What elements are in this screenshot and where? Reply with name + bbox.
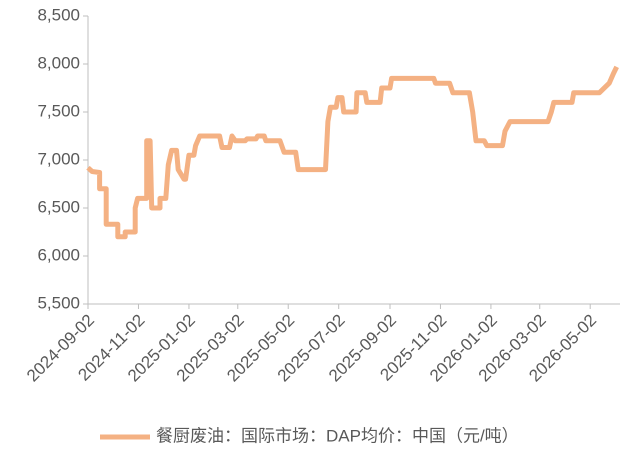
y-tick-label: 8,000	[37, 53, 80, 72]
y-tick-label: 6,000	[37, 245, 80, 264]
y-tick-label: 8,500	[37, 5, 80, 24]
y-tick-label: 7,500	[37, 101, 80, 120]
legend-label: 餐厨废油：国际市场：DAP均价：中国（元/吨）	[156, 426, 519, 445]
y-tick-label: 5,500	[37, 293, 80, 312]
y-tick-label: 6,500	[37, 197, 80, 216]
y-tick-label: 7,000	[37, 149, 80, 168]
data-line	[86, 65, 619, 240]
